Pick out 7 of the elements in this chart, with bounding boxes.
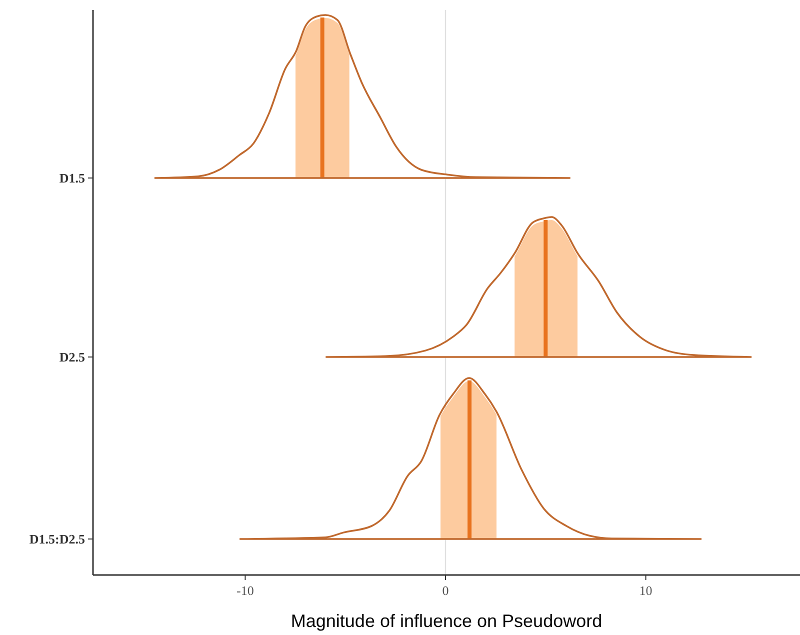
x-tick-label: 10 (639, 583, 652, 598)
x-tick-label: 0 (442, 583, 449, 598)
x-axis-title: Magnitude of influence on Pseudoword (290, 611, 602, 631)
y-axis-title: D2.5 (59, 350, 86, 364)
y-axis-title: D1.5 (59, 170, 86, 186)
y-axis-title: D1.5:D2.5 (29, 532, 86, 546)
x-tick-label: -10 (236, 583, 254, 598)
